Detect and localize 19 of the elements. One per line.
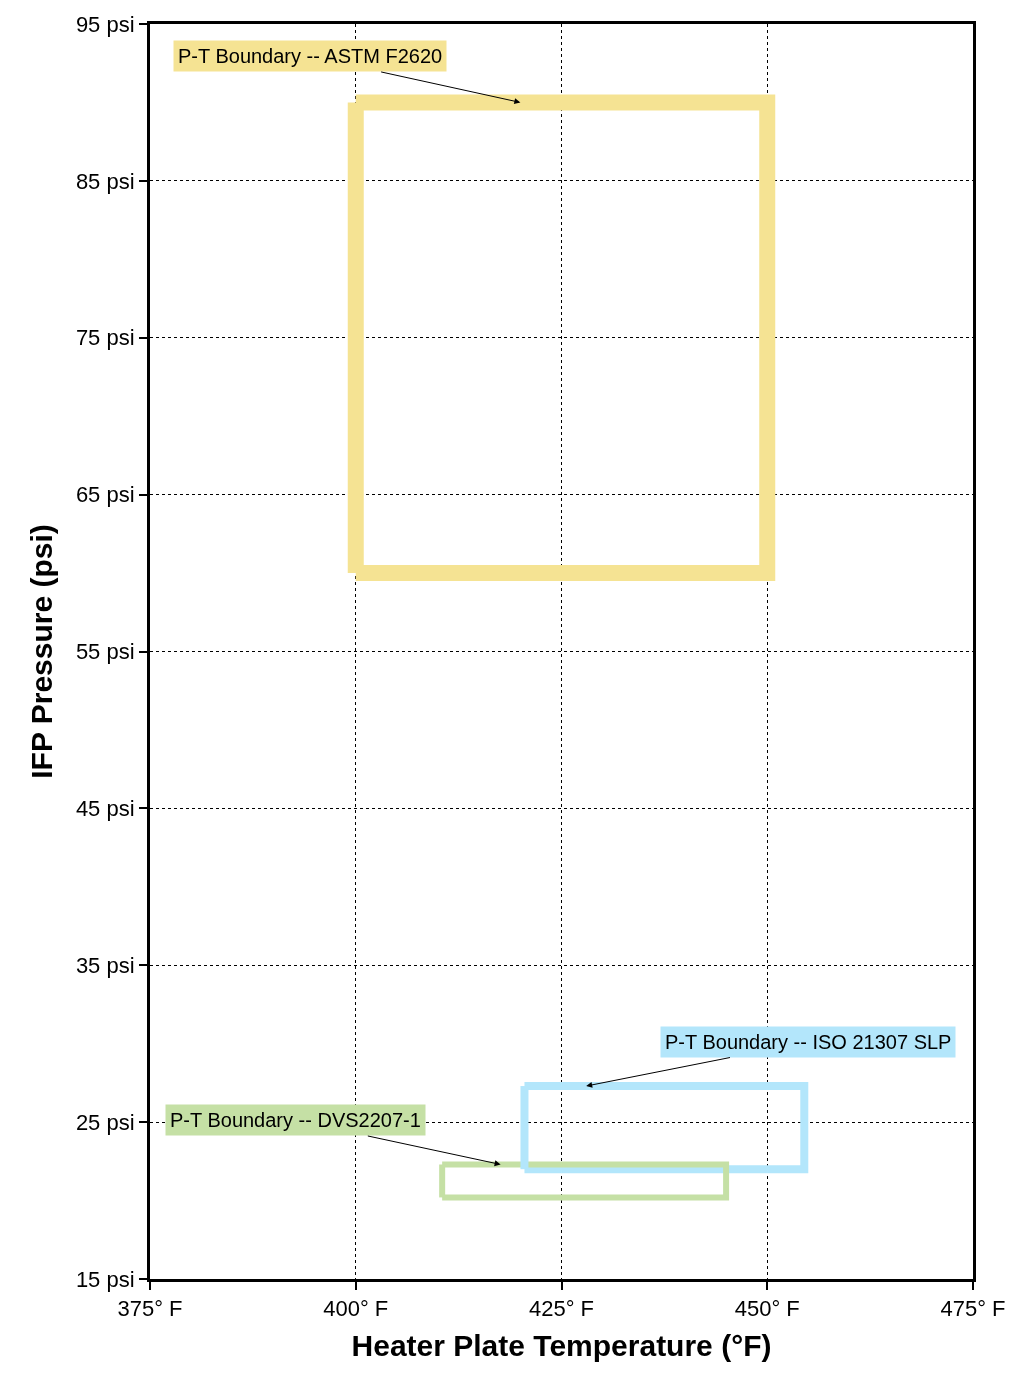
annotation: P-T Boundary -- ISO 21307 SLP bbox=[665, 1031, 952, 1053]
x-tick-label: 400° F bbox=[323, 1296, 389, 1322]
x-tick-label: 375° F bbox=[117, 1296, 183, 1322]
x-tick-label: 425° F bbox=[528, 1296, 595, 1322]
x-axis-title: Heater Plate Temperature (°F) bbox=[351, 1328, 772, 1362]
y-tick-label: 15 psi bbox=[75, 1266, 135, 1292]
y-tick-label: 25 psi bbox=[75, 1109, 135, 1135]
y-tick-label: 65 psi bbox=[75, 482, 135, 508]
y-axis-title: IFP Pressure (psi) bbox=[24, 524, 58, 779]
y-tick-label: 55 psi bbox=[75, 639, 135, 665]
y-tick-label: 35 psi bbox=[75, 952, 135, 978]
y-tick-label: 75 psi bbox=[75, 325, 135, 351]
x-tick-label: 475° F bbox=[940, 1296, 1006, 1322]
x-tick-label: 450° F bbox=[734, 1296, 800, 1322]
y-tick-label: 45 psi bbox=[75, 796, 135, 822]
y-tick-label: 85 psi bbox=[75, 168, 135, 194]
annotation: P-T Boundary -- DVS2207-1 bbox=[170, 1109, 421, 1131]
annotation: P-T Boundary -- ASTM F2620 bbox=[178, 45, 443, 67]
y-tick-label: 95 psi bbox=[75, 11, 135, 37]
